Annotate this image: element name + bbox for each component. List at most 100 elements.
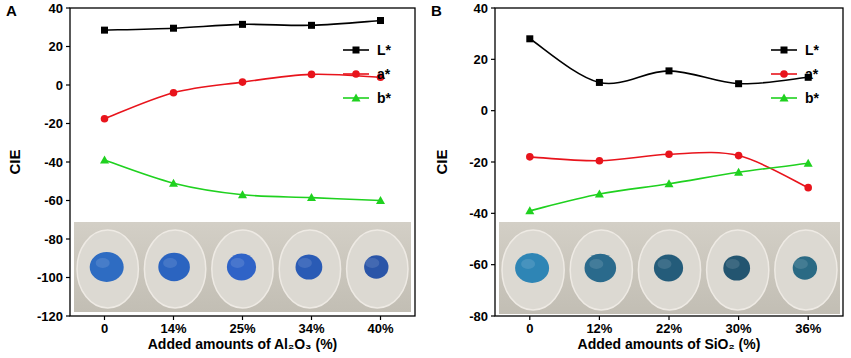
y-tick — [66, 46, 70, 47]
data-point — [376, 196, 385, 204]
y-tick-label: -20 — [469, 155, 488, 170]
y-tick — [491, 264, 495, 265]
y-tick — [66, 200, 70, 201]
dish — [279, 230, 340, 308]
y-tick-label: -60 — [469, 257, 488, 272]
powder — [515, 253, 549, 283]
data-point — [525, 206, 534, 214]
x-tick — [599, 316, 600, 320]
y-tick-label: -60 — [44, 193, 63, 208]
y-tick — [491, 315, 495, 316]
x-axis-label: Added amounts of SiO₂ (%) — [578, 336, 761, 352]
x-tick — [242, 316, 243, 320]
legend-label: a* — [377, 66, 391, 82]
y-tick — [491, 59, 495, 60]
legend-marker — [780, 94, 789, 102]
y-tick-label: 0 — [481, 103, 488, 118]
x-tick — [173, 316, 174, 320]
panel-title: A — [6, 2, 17, 19]
data-point — [804, 184, 812, 192]
data-point — [308, 22, 315, 29]
y-tick — [491, 110, 495, 111]
data-point — [734, 168, 743, 176]
legend-label: a* — [805, 66, 819, 82]
data-point — [239, 21, 246, 28]
data-point — [526, 153, 534, 161]
y-tick — [66, 161, 70, 162]
y-tick — [491, 213, 495, 214]
y-tick — [66, 84, 70, 85]
data-point — [665, 151, 673, 159]
legend-label: L* — [805, 42, 820, 58]
x-tick-label: 12% — [586, 321, 612, 336]
figure: A-120-100-80-60-40-2002040014%25%34%40%A… — [0, 0, 851, 358]
data-point — [735, 152, 743, 160]
powder-highlight — [794, 259, 808, 269]
dish — [638, 230, 700, 310]
legend-label: L* — [377, 42, 392, 58]
dish — [347, 230, 408, 308]
y-tick — [66, 123, 70, 124]
series-line — [105, 21, 381, 31]
y-tick-label: -40 — [44, 155, 63, 170]
dish — [707, 230, 769, 310]
x-tick — [311, 316, 312, 320]
data-point — [169, 179, 178, 187]
dish — [502, 230, 564, 310]
x-tick-label: 14% — [160, 321, 186, 336]
y-axis-label: CIE — [433, 149, 450, 174]
data-point — [526, 35, 533, 42]
legend-marker — [780, 70, 788, 78]
data-point — [101, 27, 108, 34]
y-tick — [66, 238, 70, 239]
data-point — [666, 67, 673, 74]
y-tick-label: 20 — [49, 39, 63, 54]
y-tick-label: -100 — [37, 270, 63, 285]
y-tick-label: -20 — [44, 116, 63, 131]
powder-highlight — [298, 258, 312, 268]
legend-marker — [781, 47, 788, 54]
data-point — [377, 17, 384, 24]
powder-highlight — [726, 259, 740, 269]
data-point — [100, 156, 109, 164]
legend: L* a* b* — [343, 42, 392, 106]
powder — [585, 254, 617, 282]
powder-highlight — [589, 259, 603, 269]
plot-frame — [70, 8, 415, 316]
x-tick — [808, 316, 809, 320]
strip-bg — [74, 222, 411, 312]
powder — [90, 252, 124, 282]
powder-highlight — [658, 259, 672, 269]
x-tick — [529, 316, 530, 320]
powder-highlight — [365, 258, 379, 268]
photo-strip — [74, 222, 411, 312]
plot-frame — [495, 8, 843, 316]
y-tick-label: -80 — [469, 309, 488, 324]
data-point — [238, 190, 247, 198]
dish — [144, 230, 205, 308]
y-axis-label: CIE — [6, 149, 23, 174]
x-axis-label: Added amounts of Al₂O₃ (%) — [148, 336, 338, 352]
powder-highlight — [163, 258, 177, 268]
legend-label: b* — [377, 90, 392, 106]
x-tick-label: 22% — [656, 321, 682, 336]
panel-title: B — [431, 2, 442, 19]
y-tick-label: 20 — [474, 52, 488, 67]
y-tick — [491, 161, 495, 162]
dish — [77, 230, 138, 308]
series-line — [530, 163, 808, 210]
data-point — [595, 190, 604, 198]
powder — [364, 255, 388, 279]
y-tick-label: 40 — [474, 1, 488, 16]
data-point — [735, 80, 742, 87]
y-tick — [66, 277, 70, 278]
panel: B-80-60-40-2002040012%22%30%36%Added amo… — [431, 1, 843, 353]
y-tick-label: 40 — [49, 1, 63, 16]
powder — [227, 254, 256, 281]
dish — [775, 230, 837, 310]
powder — [654, 255, 683, 282]
x-tick-label: 40% — [367, 321, 393, 336]
y-tick-label: -80 — [44, 232, 63, 247]
y-tick-label: -120 — [37, 309, 63, 324]
data-point — [596, 157, 604, 165]
